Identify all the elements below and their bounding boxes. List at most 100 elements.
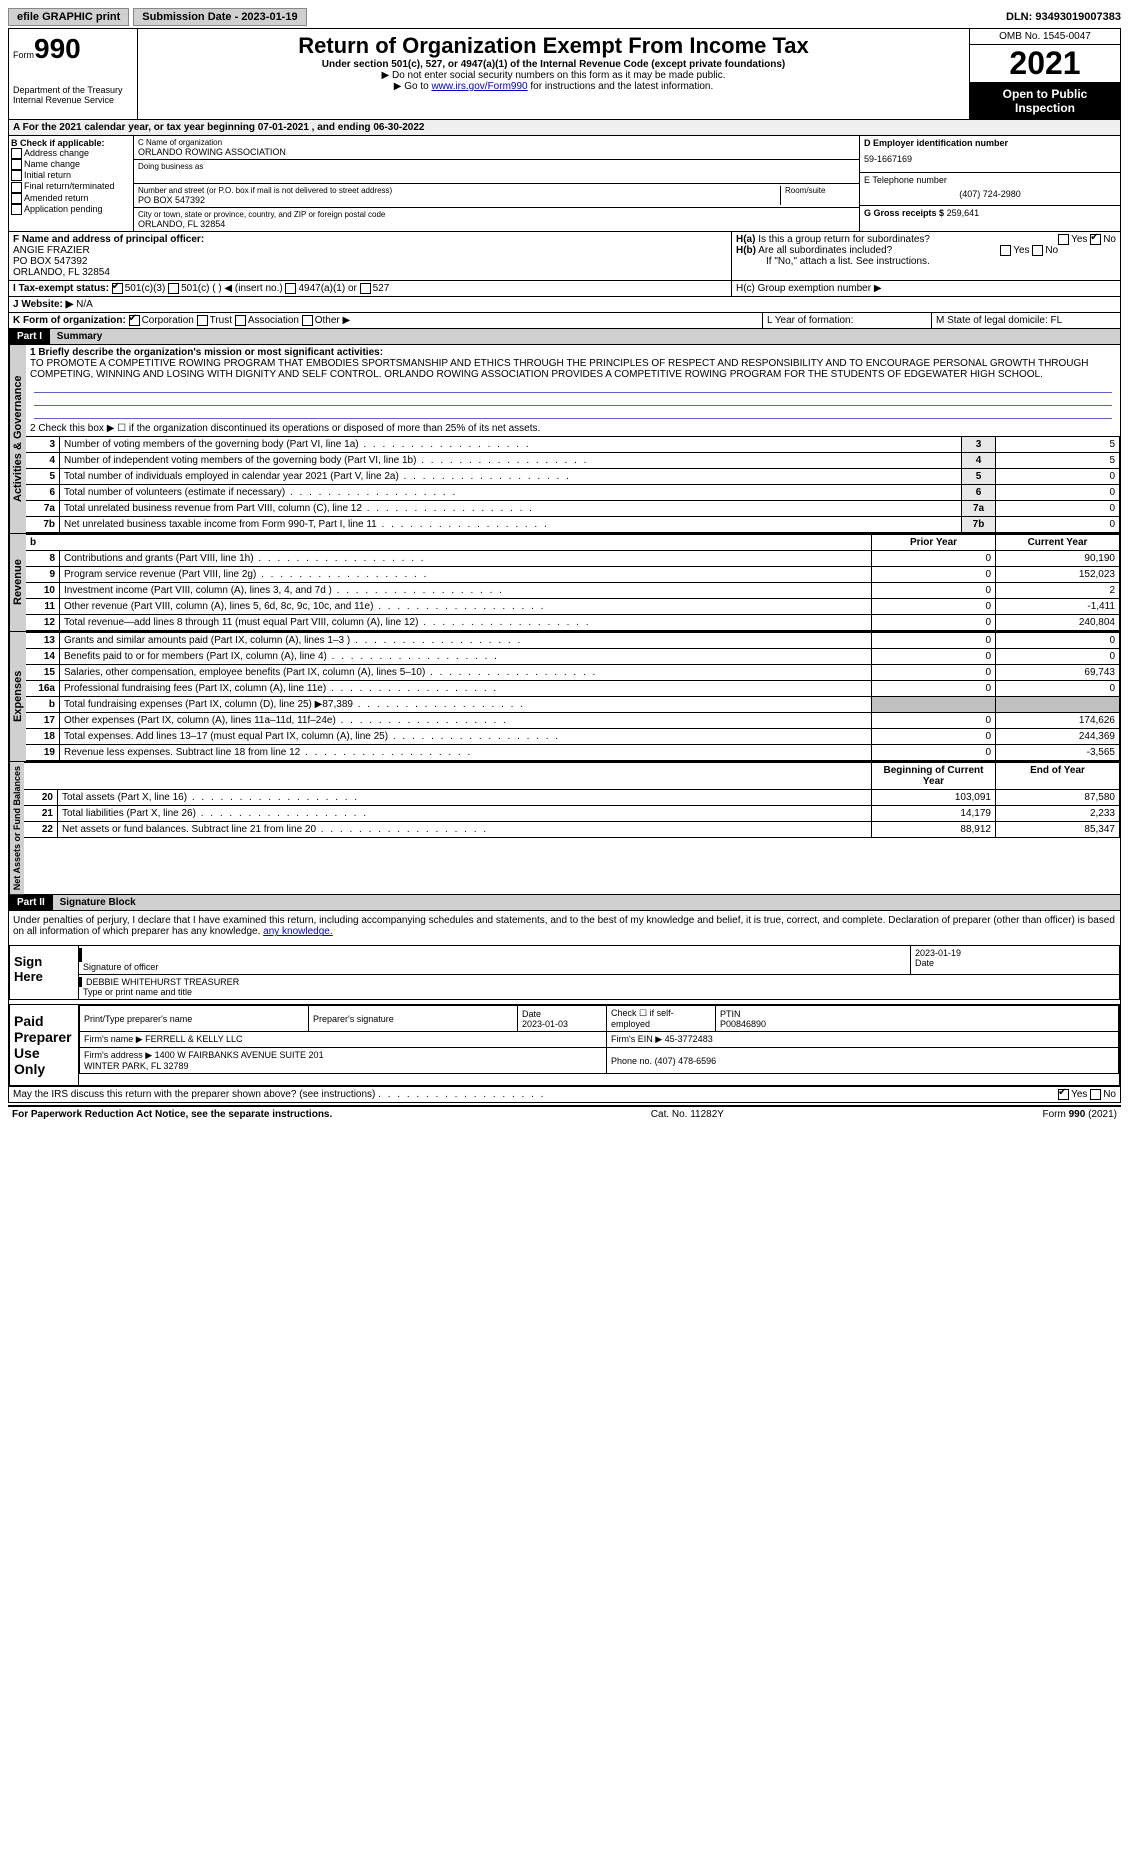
paid-preparer-label: Paid Preparer Use Only	[10, 1005, 79, 1085]
org-address: PO BOX 547392	[138, 195, 776, 205]
top-bar: efile GRAPHIC print Submission Date - 20…	[8, 8, 1121, 26]
instr2-post: for instructions and the latest informat…	[528, 81, 714, 92]
year-formation: L Year of formation:	[763, 313, 932, 328]
may-irs-discuss: May the IRS discuss this return with the…	[13, 1089, 375, 1100]
prep-sig-label: Preparer's signature	[309, 1006, 518, 1032]
firm-addr-label: Firm's address ▶	[84, 1050, 152, 1060]
gross-label: G Gross receipts $	[864, 208, 944, 218]
form-subtitle: Under section 501(c), 527, or 4947(a)(1)…	[142, 59, 965, 70]
form-org-label: K Form of organization:	[13, 315, 126, 326]
opt-corp: Corporation	[142, 315, 194, 326]
firm-ein: 45-3772483	[665, 1034, 713, 1044]
vert-governance: Activities & Governance	[9, 345, 26, 533]
dept-label: Department of the Treasury Internal Reve…	[13, 85, 133, 105]
chk-addr: Address change	[24, 148, 89, 158]
chk-initial: Initial return	[24, 170, 71, 180]
instr2-pre: Go to	[404, 81, 431, 92]
sig-officer-label: Signature of officer	[83, 962, 906, 972]
org-name: ORLANDO ROWING ASSOCIATION	[138, 147, 855, 157]
opt-other: Other ▶	[315, 315, 350, 326]
officer-label: F Name and address of principal officer:	[13, 234, 727, 245]
prep-date: 2023-01-03	[522, 1019, 568, 1029]
efile-label: efile GRAPHIC print	[8, 8, 129, 26]
opt-assoc: Association	[248, 315, 299, 326]
ein-value: 59-1667169	[864, 148, 1116, 170]
tax-status-label: I Tax-exempt status:	[13, 283, 109, 294]
website-label: J Website: ▶	[13, 299, 73, 310]
omb-number: OMB No. 1545-0047	[970, 29, 1120, 45]
form-number: 990	[34, 33, 81, 64]
opt-501c: 501(c) ( ) ◀ (insert no.)	[181, 283, 283, 294]
sig-date: 2023-01-19	[915, 948, 1115, 958]
ptin-value: P00846890	[720, 1019, 766, 1029]
irs-link[interactable]: www.irs.gov/Form990	[431, 81, 527, 92]
officer-name: ANGIE FRAZIER	[13, 245, 727, 256]
chk-amended: Amended return	[24, 193, 89, 203]
sign-here-label: Sign Here	[10, 946, 79, 999]
officer-name-label: Type or print name and title	[83, 987, 1115, 997]
gross-value: 259,641	[947, 208, 980, 218]
org-name-label: C Name of organization	[138, 138, 855, 147]
form-container: Form990 Department of the Treasury Inter…	[8, 28, 1121, 1103]
any-knowledge-link[interactable]: any knowledge.	[263, 926, 333, 937]
col-b-title: B Check if applicable:	[11, 138, 131, 148]
instr-ssn: Do not enter social security numbers on …	[142, 70, 965, 81]
instr-link: Go to www.irs.gov/Form990 for instructio…	[142, 81, 965, 92]
footer-left: For Paperwork Reduction Act Notice, see …	[12, 1109, 332, 1120]
ein-label: D Employer identification number	[864, 138, 1116, 148]
open-public: Open to Public Inspection	[970, 83, 1120, 119]
firm-phone-label: Phone no.	[611, 1056, 652, 1066]
form-label: Form	[13, 50, 34, 60]
chk-final: Final return/terminated	[24, 181, 115, 191]
ptin-label: PTIN	[720, 1009, 741, 1019]
website-value: N/A	[76, 299, 93, 310]
firm-name: FERRELL & KELLY LLC	[145, 1034, 242, 1044]
dba-label: Doing business as	[138, 162, 855, 171]
chk-pending: Application pending	[24, 204, 103, 214]
part1-title: Summary	[53, 329, 107, 344]
penalty-text: Under penalties of perjury, I declare th…	[13, 915, 1115, 937]
date-label: Date	[915, 958, 1115, 968]
vert-net: Net Assets or Fund Balances	[9, 762, 24, 894]
firm-phone: (407) 478-6596	[655, 1056, 717, 1066]
firm-ein-label: Firm's EIN ▶	[611, 1034, 662, 1044]
phone-value: (407) 724-2980	[864, 185, 1116, 203]
prep-name-label: Print/Type preparer's name	[80, 1006, 309, 1032]
phone-label: E Telephone number	[864, 175, 1116, 185]
firm-name-label: Firm's name ▶	[84, 1034, 143, 1044]
part2-header: Part II	[9, 895, 53, 910]
room-label: Room/suite	[785, 186, 855, 195]
submission-date: Submission Date - 2023-01-19	[133, 8, 306, 26]
footer-mid: Cat. No. 11282Y	[651, 1109, 724, 1120]
city-label: City or town, state or province, country…	[138, 210, 855, 219]
hb-label: H(b) Are all subordinates included? Yes …	[736, 245, 1116, 256]
check-self: Check ☐ if self-employed	[607, 1006, 716, 1032]
mission-text: TO PROMOTE A COMPETITIVE ROWING PROGRAM …	[30, 358, 1089, 380]
org-city: ORLANDO, FL 32854	[138, 219, 855, 229]
dln: DLN: 93493019007383	[1006, 11, 1121, 23]
state-domicile: M State of legal domicile: FL	[932, 313, 1120, 328]
line1-label: 1 Briefly describe the organization's mi…	[30, 347, 383, 358]
officer-printed-name: DEBBIE WHITEHURST TREASURER	[79, 977, 1115, 987]
part2-title: Signature Block	[56, 895, 140, 910]
vert-expenses: Expenses	[9, 632, 26, 761]
line2: 2 Check this box ▶ ☐ if the organization…	[26, 421, 1120, 436]
row-a-period: A For the 2021 calendar year, or tax yea…	[9, 120, 1120, 136]
hb-note: If "No," attach a list. See instructions…	[736, 256, 1116, 267]
ha-label: H(a) Is this a group return for subordin…	[736, 234, 1116, 245]
footer-right: Form 990 (2021)	[1043, 1109, 1117, 1120]
addr-label: Number and street (or P.O. box if mail i…	[138, 186, 776, 195]
prep-date-label: Date	[522, 1009, 541, 1019]
form-title: Return of Organization Exempt From Incom…	[142, 33, 965, 59]
opt-501c3: 501(c)(3)	[125, 283, 166, 294]
opt-527: 527	[373, 283, 390, 294]
hc-label: H(c) Group exemption number ▶	[732, 281, 1120, 296]
opt-4947: 4947(a)(1) or	[298, 283, 356, 294]
chk-name: Name change	[24, 159, 80, 169]
officer-addr1: PO BOX 547392	[13, 256, 727, 267]
opt-trust: Trust	[210, 315, 232, 326]
vert-revenue: Revenue	[9, 534, 26, 631]
part1-header: Part I	[9, 329, 50, 344]
tax-year: 2021	[970, 45, 1120, 83]
officer-addr2: ORLANDO, FL 32854	[13, 267, 727, 278]
